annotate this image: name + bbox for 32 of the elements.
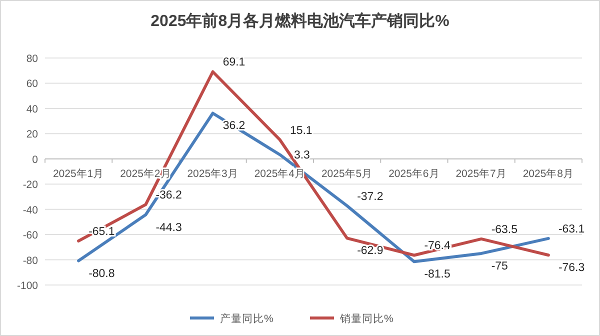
data-label: 15.1	[290, 124, 312, 137]
chart-title: 2025年前8月各月燃料电池汽车产销同比%	[150, 12, 450, 30]
y-tick-label: -80	[22, 254, 38, 267]
data-label: -80.8	[88, 268, 115, 280]
y-tick-label: -100	[16, 280, 38, 292]
data-label: -63.1	[558, 223, 585, 236]
data-label: -76.3	[558, 262, 585, 274]
data-label: -44.3	[156, 222, 182, 234]
x-tick-label: 2025年8月	[522, 168, 574, 180]
y-tick-label: -40	[22, 204, 38, 216]
x-tick-label: 2025年7月	[456, 168, 507, 180]
legend-label: 产量同比%	[220, 312, 274, 325]
legend-label: 销量同比%	[339, 312, 394, 325]
y-tick-label: -20	[22, 179, 38, 192]
y-tick-label: 40	[26, 103, 38, 116]
y-tick-label: 0	[32, 154, 38, 166]
x-tick-label: 2025年3月	[187, 168, 238, 180]
data-label: -62.9	[357, 245, 384, 258]
x-tick-label: 2025年6月	[388, 168, 440, 180]
data-label: -81.5	[424, 268, 450, 281]
y-tick-label: -60	[22, 230, 38, 242]
data-label: -63.5	[491, 224, 518, 236]
data-label: -37.2	[357, 190, 384, 203]
data-label: 3.3	[294, 150, 310, 162]
y-tick-label: 80	[26, 53, 38, 65]
x-tick-label: 2025年1月	[52, 168, 104, 180]
data-label: 69.1	[222, 56, 246, 69]
x-tick-label: 2025年4月	[254, 168, 306, 180]
y-tick-label: 60	[26, 78, 38, 90]
data-label: -75	[491, 260, 508, 272]
x-tick-label: 2025年5月	[321, 168, 373, 180]
y-tick-label: 20	[26, 128, 38, 141]
